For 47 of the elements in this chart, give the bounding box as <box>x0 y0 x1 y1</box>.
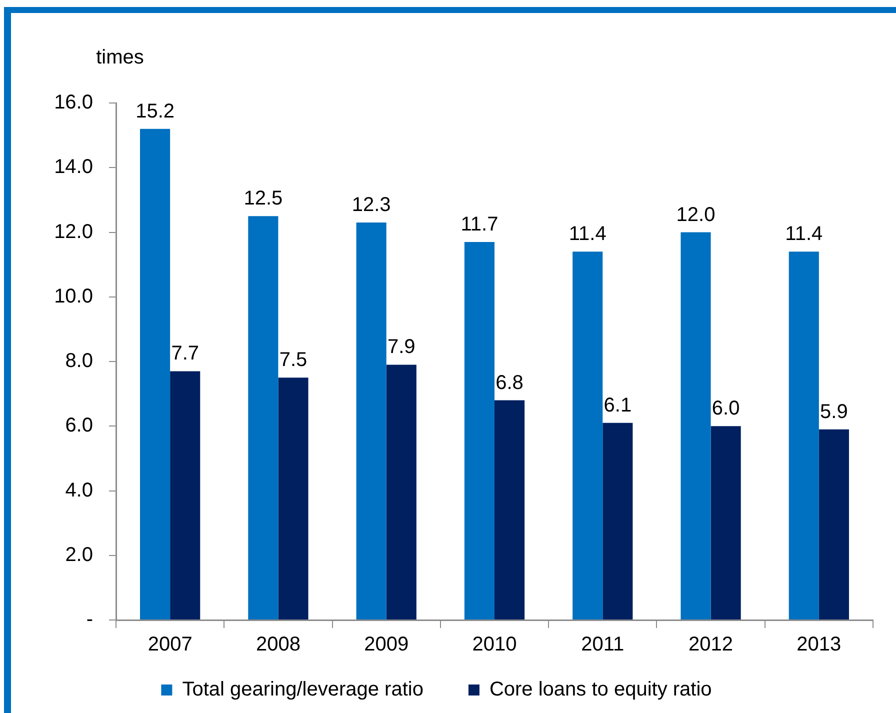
bar <box>356 222 386 620</box>
x-tick-label: 2011 <box>581 634 624 656</box>
y-tick-label: 16.0 <box>54 92 93 114</box>
data-label: 6.8 <box>496 372 524 394</box>
data-label: 5.9 <box>820 400 848 423</box>
x-tick-label: 2007 <box>148 634 192 656</box>
data-label: 11.4 <box>785 223 823 246</box>
data-label: 11.4 <box>568 223 606 246</box>
y-tick-label: 10.0 <box>54 285 93 308</box>
bar <box>170 371 200 620</box>
y-tick-label: - <box>86 608 93 631</box>
y-tick-label: 14.0 <box>54 156 93 178</box>
y-tick-label: 4.0 <box>65 479 93 502</box>
data-label: 6.1 <box>604 394 632 416</box>
x-tick-label: 2009 <box>364 634 409 656</box>
x-tick-label: 2010 <box>472 634 517 656</box>
bar <box>680 232 711 620</box>
bar <box>278 378 308 620</box>
data-label: 12.3 <box>352 194 391 216</box>
y-tick-label: 6.0 <box>65 414 93 437</box>
bar <box>464 242 494 620</box>
x-tick-label: 2008 <box>256 634 300 656</box>
data-label: 11.7 <box>460 213 498 236</box>
y-tick-label: 12.0 <box>54 220 93 243</box>
data-label: 7.9 <box>387 336 416 358</box>
bar <box>572 252 603 620</box>
bar <box>818 429 849 620</box>
bar <box>140 128 170 620</box>
y-axis-title: times <box>96 46 144 69</box>
bar <box>386 364 416 620</box>
y-tick-label: 8.0 <box>65 350 93 372</box>
data-label: 15.2 <box>136 100 175 122</box>
x-tick-label: 2013 <box>796 634 842 656</box>
data-label: 6.0 <box>712 398 740 420</box>
bar <box>788 252 819 620</box>
bar <box>494 400 525 620</box>
y-tick-label: 2.0 <box>65 544 93 566</box>
data-label: 7.7 <box>171 342 200 365</box>
legend-label: Total gearing/leverage ratio <box>182 678 424 701</box>
x-tick-label: 2012 <box>688 634 734 656</box>
data-label: 7.5 <box>279 349 308 372</box>
bar <box>710 426 741 620</box>
legend-label: Core loans to equity ratio <box>489 678 712 701</box>
data-label: 12.5 <box>244 188 283 210</box>
bar <box>602 422 633 620</box>
bar <box>248 216 278 620</box>
data-label: 12.0 <box>676 204 716 226</box>
